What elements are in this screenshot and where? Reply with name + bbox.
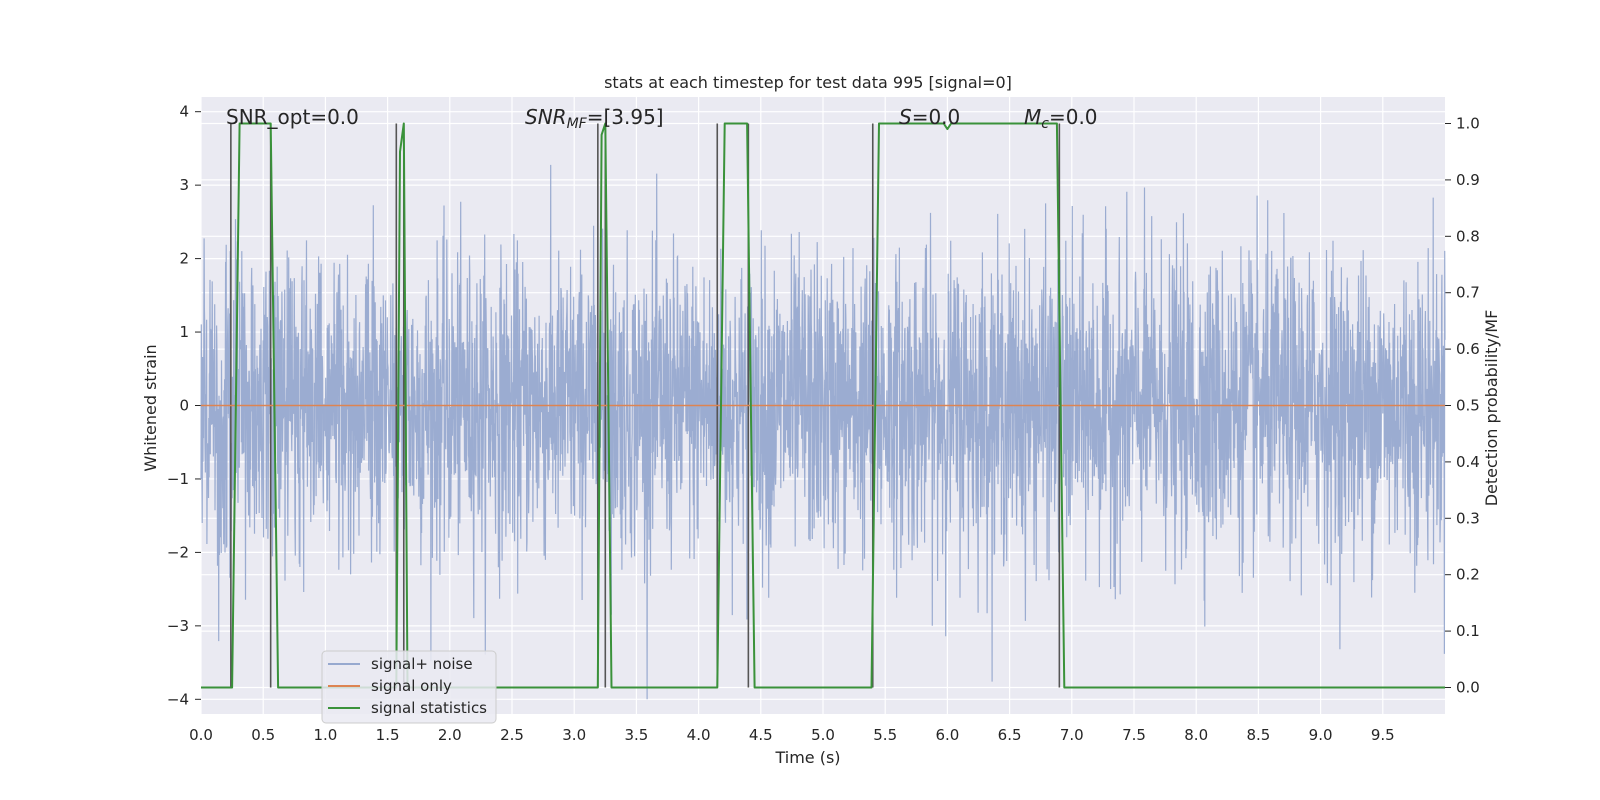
legend-box: [321, 650, 497, 724]
y-axis-label: Whitened strain: [141, 344, 160, 471]
x-tick-label: 1.0: [313, 726, 337, 744]
series-signal-noise: [200, 164, 1446, 700]
y-tick-label: 0: [179, 397, 189, 415]
x-tick-label: 8.5: [1246, 726, 1270, 744]
y-tick-label: −3: [167, 617, 189, 635]
y-tick-label: 1: [179, 323, 189, 341]
y-tick-label: 3: [179, 176, 189, 194]
y-tick-label: −1: [167, 470, 189, 488]
x-tick-label: 6.0: [935, 726, 959, 744]
legend-label-signal-only: signal only: [371, 677, 452, 695]
annotation-snr-mf-sub: MF: [567, 116, 588, 132]
x-tick-label: 5.0: [811, 726, 835, 744]
x-tick-label: 1.5: [376, 726, 400, 744]
x-tick-label: 4.0: [687, 726, 711, 744]
x-tick-label: 8.0: [1184, 726, 1208, 744]
x-axis-label: Time (s): [774, 748, 840, 767]
y-tick-label: 4: [179, 103, 189, 121]
x-tick-label: 7.5: [1122, 726, 1146, 744]
chart-title: stats at each timestep for test data 995…: [604, 73, 1012, 92]
x-tick-label: 2.5: [500, 726, 524, 744]
annotation-mc: Mc=0.0: [1024, 105, 1098, 132]
annotation-snr-mf-rest: =[3.95]: [587, 105, 664, 129]
x-tick-label: 0.5: [251, 726, 275, 744]
legend: signal+ noise signal only signal statist…: [321, 650, 497, 724]
annotation-snr-mf-main: SNR: [525, 105, 567, 129]
x-tick-label: 9.0: [1309, 726, 1333, 744]
x-tick-label: 4.5: [749, 726, 773, 744]
y2-tick-label: 0.7: [1456, 284, 1480, 302]
y2-tick-label: 0.3: [1456, 509, 1480, 527]
x-tick-label: 0.0: [189, 726, 213, 744]
y2-tick-label: 0.8: [1456, 227, 1480, 245]
legend-label-signal-statistics: signal statistics: [371, 699, 487, 717]
x-tick-label: 7.0: [1060, 726, 1084, 744]
x-tick-label: 2.0: [438, 726, 462, 744]
legend-label-signal-noise: signal+ noise: [371, 655, 473, 673]
annotation-snr-mf: SNRMF=[3.95]: [525, 105, 664, 132]
y2-tick-label: 0.2: [1456, 566, 1480, 584]
annotation-s-rest: =0.0: [912, 105, 961, 129]
series-signal-statistics: [201, 122, 1445, 689]
y2-tick-label: 0.5: [1456, 397, 1480, 415]
y-tick-label: −2: [167, 543, 189, 561]
x-tick-label: 3.0: [562, 726, 586, 744]
annotation-s-main: S: [899, 105, 912, 129]
y2-tick-label: 0.1: [1456, 622, 1480, 640]
y2-tick-label: 1.0: [1456, 115, 1480, 133]
y-tick-label: −4: [167, 690, 189, 708]
plot-area: 0.0 0.5 1.0 1.5 2.0 2.5 3.0 3.5 4.0 4.5 5.0 5.5 6.0 6…: [167, 97, 1480, 744]
annotation-mc-rest: =0.0: [1049, 105, 1098, 129]
y-tick-label: 2: [179, 250, 189, 268]
x-tick-label: 9.5: [1371, 726, 1395, 744]
annotation-mc-main: M: [1024, 105, 1041, 129]
annotation-mc-sub: c: [1041, 116, 1049, 132]
annotation-snr-opt: SNR_opt=0.0: [226, 105, 359, 129]
x-tick-label: 6.5: [998, 726, 1022, 744]
y2-tick-label: 0.0: [1456, 678, 1480, 696]
y2-axis-label: Detection probability/MF: [1482, 310, 1501, 507]
x-tick-label: 5.5: [873, 726, 897, 744]
y2-tick-label: 0.6: [1456, 340, 1480, 358]
y2-tick-label: 0.4: [1456, 453, 1480, 471]
annotation-s: S=0.0: [899, 105, 960, 129]
x-tick-label: 3.5: [624, 726, 648, 744]
y2-tick-label: 0.9: [1456, 171, 1480, 189]
